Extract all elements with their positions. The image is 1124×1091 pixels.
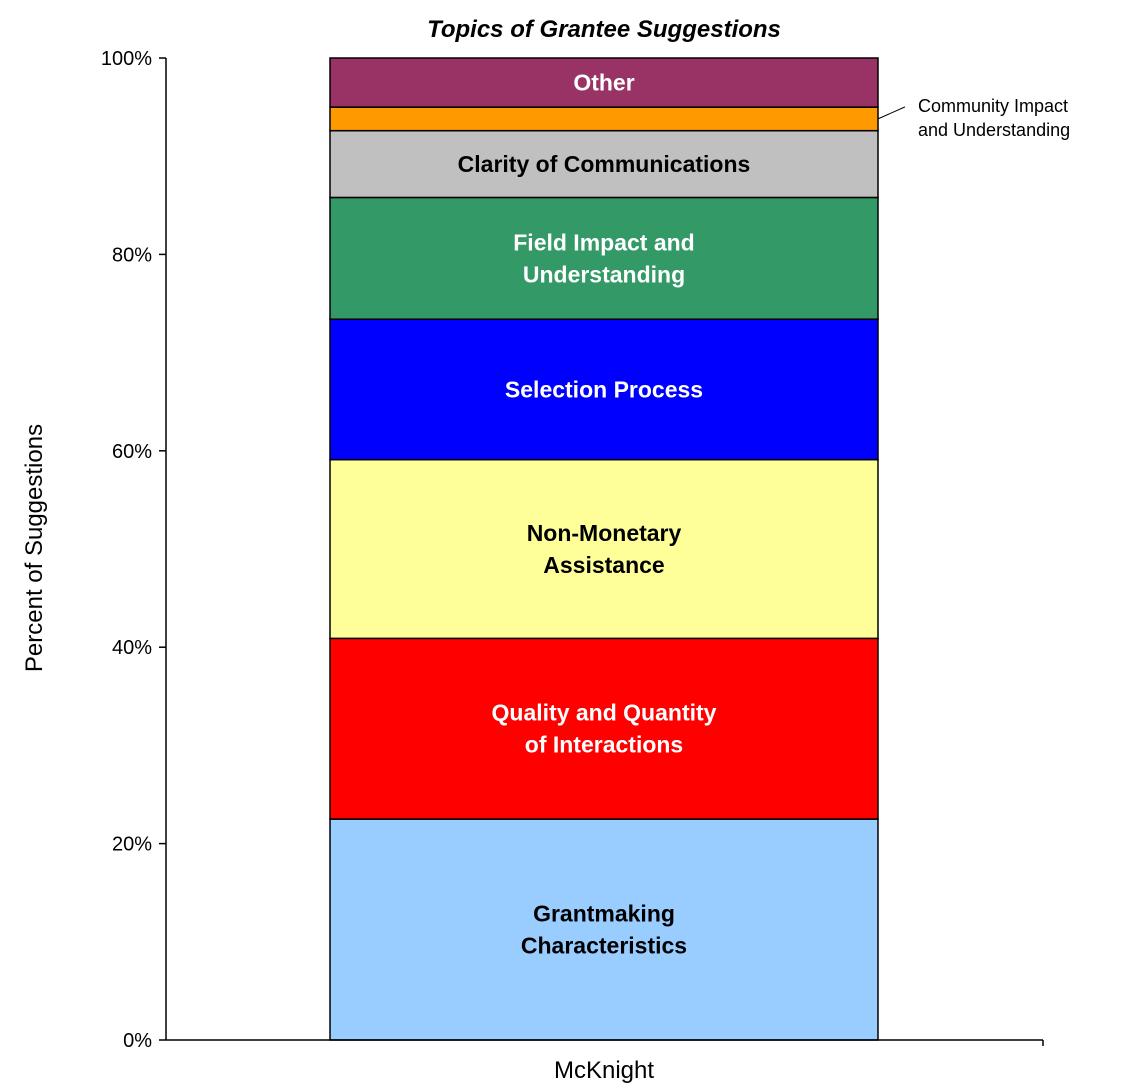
y-tick-label: 80%: [112, 244, 152, 266]
y-tick-label: 0%: [123, 1030, 152, 1052]
callout-leader-line: [877, 106, 906, 120]
bar-segment-grantmaking-characteristics: [329, 818, 879, 1041]
x-tick-label: McKnight: [554, 1057, 654, 1084]
y-tick-label: 60%: [112, 441, 152, 463]
segment-label-field-impact-and-understanding: Field Impact and Understanding: [513, 229, 694, 287]
bar-segment-quality-and-quantity-of-interactions: [329, 637, 879, 820]
bar-segment-clarity-of-communications: [329, 129, 879, 199]
bar-segment-field-impact-and-understanding: [329, 196, 879, 320]
segment-label-other: Other: [573, 70, 634, 96]
bar-segments: [329, 57, 879, 1041]
bar-segment-community-impact-and-understanding: [329, 106, 879, 132]
segment-labels: Grantmaking Characteristics Quality and Qu…: [458, 70, 1070, 959]
bar-segment-other: [329, 57, 879, 108]
y-axis-label: Percent of Suggestions: [21, 424, 48, 672]
y-tick-label: 20%: [112, 834, 152, 856]
callout-label: Community Impact and Understanding: [918, 96, 1070, 140]
segment-label-grantmaking-characteristics: Grantmaking Characteristics: [521, 901, 687, 959]
segment-label-clarity-of-communications: Clarity of Communications: [458, 151, 751, 177]
segment-label-non-monetary-assistance: Non-Monetary Assistance: [527, 520, 682, 578]
bar-segment-selection-process: [329, 318, 879, 461]
y-tick-label: 100%: [101, 48, 152, 70]
segment-label-selection-process: Selection Process: [505, 376, 703, 402]
bar-segment-non-monetary-assistance: [329, 458, 879, 640]
axes: 0% 20% 40% 60% 80% 100% McKnight: [101, 48, 1044, 1084]
segment-label-quality-and-quantity-of-interactions: Quality and Quantity of Interactions: [492, 700, 717, 758]
y-tick-label: 40%: [112, 637, 152, 659]
chart-title: Topics of Grantee Suggestions: [427, 16, 781, 43]
